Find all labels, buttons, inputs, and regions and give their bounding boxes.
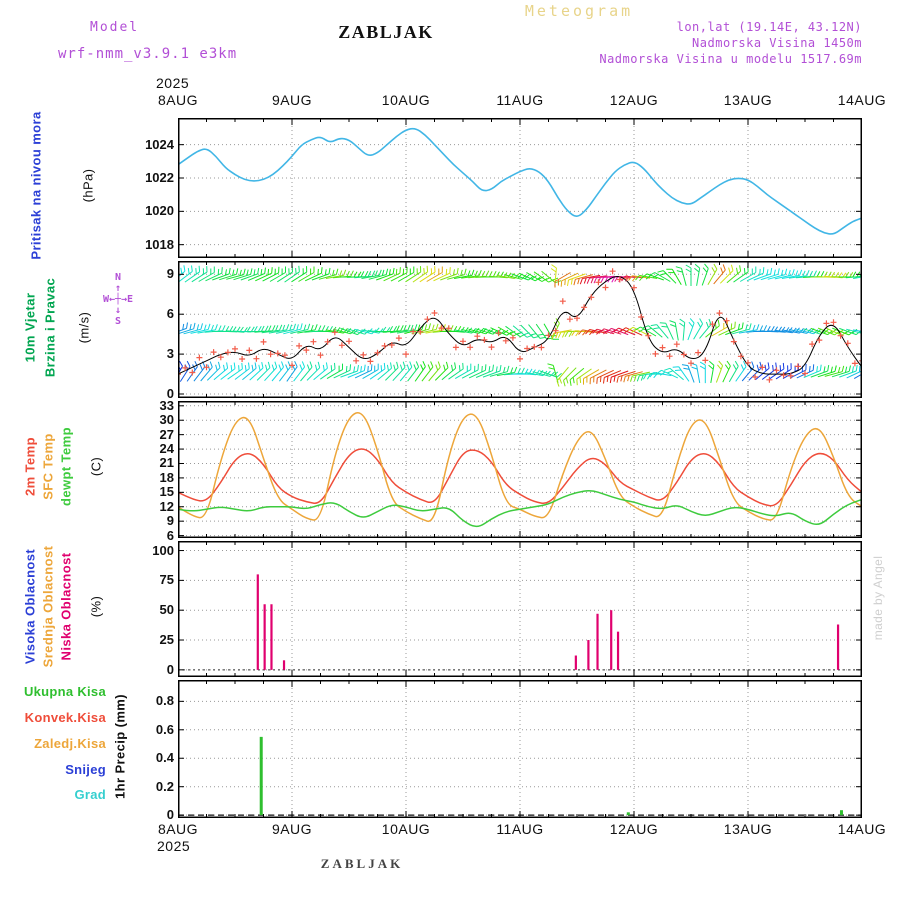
watermark: made by Angel xyxy=(871,555,885,641)
y-tick-label: 9 xyxy=(166,266,174,282)
y-tick-label: 27 xyxy=(159,426,174,442)
precip-legend-snijeg: Snijeg xyxy=(65,762,106,777)
top-axis-year-label: 2025 xyxy=(156,75,190,91)
lonlat-label: lon,lat (19.14E, 43.12N) xyxy=(676,20,862,34)
bottom-axis-day-label: 11AUG xyxy=(496,821,544,837)
y-tick-label: 12 xyxy=(159,498,174,514)
bottom-axis-day-label: 12AUG xyxy=(609,821,659,837)
y-tick-label: 6 xyxy=(166,527,174,543)
compass-up-arrow-icon: ↑ xyxy=(114,283,122,294)
y-tick-label: 9 xyxy=(166,513,174,529)
model-elevation-label: Nadmorska Visina u modelu 1517.69m xyxy=(599,52,862,66)
y-tick-label: 50 xyxy=(159,602,174,618)
wind-compass-icon: N ↑ W←┼→E ↓ S xyxy=(95,272,141,327)
station-title: ZABLJAK xyxy=(338,22,434,42)
y-tick-label: 100 xyxy=(152,542,174,558)
top-axis-day-label: 13AUG xyxy=(723,92,773,108)
precip-legend-konvek: Konvek.Kisa xyxy=(24,710,106,725)
y-tick-label: 25 xyxy=(159,632,174,648)
y-tick-label: 0.6 xyxy=(155,721,174,737)
top-axis-day-label: 11AUG xyxy=(496,92,544,108)
compass-south-label: S xyxy=(114,316,122,327)
top-axis-day-label: 8AUG xyxy=(157,92,199,108)
y-tick-label: 30 xyxy=(159,412,174,428)
y-tick-label: 15 xyxy=(159,484,174,500)
y-tick-label: 0 xyxy=(166,661,174,677)
y-tick-label: 0.2 xyxy=(155,778,174,794)
precip-legend-ukupna: Ukupna Kisa xyxy=(23,684,106,699)
y-tick-label: 21 xyxy=(159,455,174,471)
y-tick-label: 75 xyxy=(159,572,174,588)
y-tick-label: 18 xyxy=(159,469,174,485)
top-axis-day-label: 10AUG xyxy=(381,92,431,108)
pressure-plot xyxy=(178,118,862,258)
bottom-axis-day-label: 9AUG xyxy=(271,821,313,837)
footer-station-label: ZABLJAK xyxy=(320,856,404,871)
bottom-axis-day-label: 13AUG xyxy=(723,821,773,837)
y-tick-label: 0.4 xyxy=(155,750,174,766)
y-tick-label: 1024 xyxy=(145,136,174,152)
model-label: Model xyxy=(90,20,140,35)
y-tick-label: 1022 xyxy=(145,170,174,185)
cloud-plot xyxy=(178,541,862,677)
y-tick-label: 1020 xyxy=(145,203,174,219)
bottom-axis-day-label: 10AUG xyxy=(381,821,431,837)
top-axis-day-label: 9AUG xyxy=(271,92,313,108)
y-tick-label: 1018 xyxy=(145,236,174,252)
y-tick-label: 0 xyxy=(166,807,174,823)
y-tick-label: 0.8 xyxy=(155,693,174,709)
bottom-axis-year-label: 2025 xyxy=(157,838,191,854)
y-tick-label: 24 xyxy=(159,441,174,457)
y-tick-label: 0 xyxy=(166,386,174,401)
precip-plot xyxy=(178,680,862,818)
precip-legend-grad: Grad xyxy=(74,787,106,802)
precip-legend-zaledj: Zaledj.Kisa xyxy=(34,736,106,751)
model-name: wrf-nmm_v3.9.1 e3km xyxy=(58,46,238,62)
temperature-plot xyxy=(178,401,862,538)
compass-north-label: N xyxy=(114,272,122,283)
compass-down-arrow-icon: ↓ xyxy=(114,305,122,316)
y-tick-label: 6 xyxy=(166,306,174,322)
top-axis-day-label: 12AUG xyxy=(609,92,659,108)
wind-plot xyxy=(178,261,862,398)
page-title: Meteogram xyxy=(524,2,634,20)
elevation-label: Nadmorska Visina 1450m xyxy=(692,36,862,50)
y-tick-label: 3 xyxy=(166,346,174,362)
y-tick-label: 33 xyxy=(159,397,174,413)
bottom-axis-day-label: 8AUG xyxy=(157,821,199,837)
top-axis-day-label: 14AUG xyxy=(837,92,887,108)
bottom-axis-day-label: 14AUG xyxy=(837,821,887,837)
compass-west-east-label: W←┼→E xyxy=(102,294,134,305)
